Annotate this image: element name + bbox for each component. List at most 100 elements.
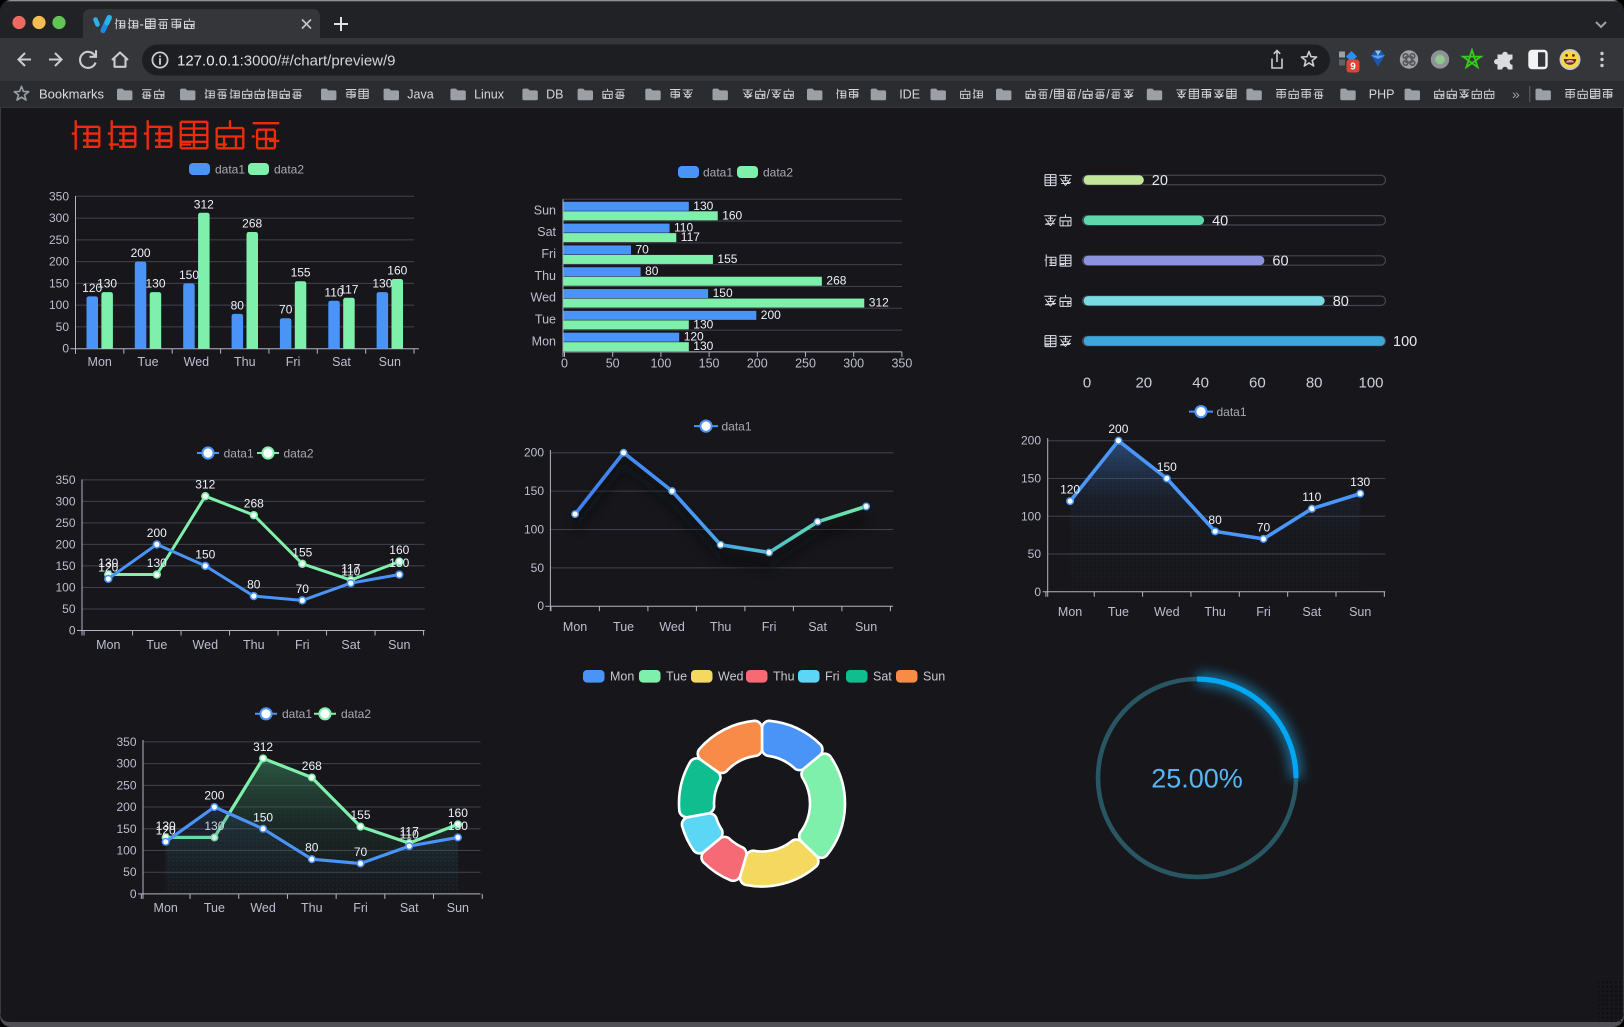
svg-text:Fri: Fri: [1256, 605, 1271, 619]
svg-text:Thu: Thu: [243, 638, 265, 652]
svg-text:70: 70: [279, 303, 293, 317]
svg-text:Fri: Fri: [541, 247, 556, 261]
svg-text:155: 155: [291, 266, 311, 280]
svg-text:100: 100: [1358, 375, 1383, 392]
svg-text:/: /: [1106, 87, 1110, 101]
svg-text:Linux: Linux: [474, 87, 505, 101]
svg-text:150: 150: [116, 822, 136, 836]
svg-text:Thu: Thu: [301, 901, 323, 915]
svg-text:200: 200: [131, 246, 151, 260]
svg-text:250: 250: [795, 357, 816, 371]
svg-text:70: 70: [636, 242, 650, 256]
svg-text:data1: data1: [215, 162, 245, 176]
svg-text:80: 80: [231, 298, 245, 312]
svg-text:Sat: Sat: [400, 901, 419, 915]
svg-text:200: 200: [1108, 422, 1128, 436]
svg-text:0: 0: [1034, 585, 1041, 599]
svg-text:Bookmarks: Bookmarks: [39, 87, 105, 102]
svg-text:350: 350: [116, 735, 136, 749]
svg-text:Sat: Sat: [873, 670, 892, 684]
svg-text:0: 0: [561, 357, 568, 371]
svg-text:Tue: Tue: [613, 620, 634, 634]
svg-text::3000/#/chart/preview/9: :3000/#/chart/preview/9: [240, 52, 396, 69]
svg-text:200: 200: [761, 308, 781, 322]
svg-text:0: 0: [62, 342, 69, 356]
svg-text:80: 80: [247, 578, 261, 592]
svg-text:268: 268: [244, 497, 264, 511]
svg-text:Wed: Wed: [193, 638, 219, 652]
svg-text:100: 100: [1393, 334, 1417, 350]
svg-text:Mon: Mon: [563, 620, 587, 634]
svg-text:Sat: Sat: [341, 638, 360, 652]
svg-text:0: 0: [130, 887, 137, 901]
svg-text:120: 120: [1060, 483, 1080, 497]
svg-text:data2: data2: [763, 165, 793, 179]
svg-text:268: 268: [826, 274, 846, 288]
svg-text:70: 70: [354, 845, 368, 859]
svg-text:Tue: Tue: [146, 638, 167, 652]
svg-text:9: 9: [1350, 61, 1356, 72]
svg-text:Tue: Tue: [666, 670, 687, 684]
svg-text:250: 250: [116, 778, 136, 792]
svg-text:DB: DB: [546, 87, 563, 101]
svg-text:110: 110: [324, 285, 343, 299]
svg-text:0: 0: [69, 624, 76, 638]
svg-text:Wed: Wed: [184, 355, 210, 369]
svg-text:data1: data1: [703, 165, 733, 179]
svg-text:120: 120: [684, 330, 704, 344]
svg-text:100: 100: [524, 523, 544, 537]
svg-text:130: 130: [693, 317, 713, 331]
svg-text:117: 117: [341, 562, 360, 576]
svg-text:268: 268: [302, 759, 322, 773]
svg-text:200: 200: [204, 789, 224, 803]
svg-text:150: 150: [1021, 472, 1041, 486]
svg-text:130: 130: [156, 819, 176, 833]
svg-text:Fri: Fri: [295, 638, 310, 652]
svg-text:data2: data2: [341, 707, 371, 721]
svg-text:70: 70: [296, 582, 310, 596]
svg-text:50: 50: [606, 357, 620, 371]
svg-text:PHP: PHP: [1369, 87, 1395, 101]
svg-text:60: 60: [1249, 375, 1266, 392]
svg-text:»: »: [1512, 86, 1520, 102]
svg-text:150: 150: [713, 286, 733, 300]
svg-text:Sun: Sun: [379, 355, 401, 369]
svg-text:Wed: Wed: [250, 901, 276, 915]
svg-text:127.0.0.1: 127.0.0.1: [177, 52, 240, 69]
svg-text:150: 150: [699, 357, 720, 371]
svg-text:80: 80: [305, 841, 319, 855]
svg-text:160: 160: [387, 264, 407, 278]
svg-text:160: 160: [448, 806, 468, 820]
svg-text:20: 20: [1135, 375, 1152, 392]
svg-text:data1: data1: [1217, 405, 1247, 419]
svg-text:Thu: Thu: [234, 355, 256, 369]
svg-text:Thu: Thu: [1204, 605, 1226, 619]
svg-text:Sun: Sun: [1349, 605, 1371, 619]
svg-text:200: 200: [55, 537, 75, 551]
svg-text:150: 150: [524, 484, 544, 498]
svg-text:100: 100: [1021, 509, 1041, 523]
svg-text:/: /: [767, 87, 771, 101]
svg-text:Tue: Tue: [204, 901, 225, 915]
svg-text:50: 50: [1028, 547, 1042, 561]
svg-text:155: 155: [350, 808, 370, 822]
svg-text:Fri: Fri: [762, 620, 777, 634]
svg-text:80: 80: [1208, 513, 1222, 527]
svg-text:268: 268: [242, 217, 262, 231]
svg-text:Sat: Sat: [332, 355, 351, 369]
svg-text:80: 80: [645, 264, 659, 278]
svg-text:Tue: Tue: [535, 313, 556, 327]
svg-text:150: 150: [1157, 460, 1177, 474]
svg-text:0: 0: [1083, 375, 1091, 392]
svg-text:200: 200: [747, 357, 768, 371]
svg-text:160: 160: [389, 543, 409, 557]
svg-text:300: 300: [49, 211, 69, 225]
svg-text:Mon: Mon: [1058, 605, 1082, 619]
svg-text:130: 130: [448, 819, 468, 833]
svg-text:312: 312: [195, 478, 215, 492]
svg-text:130: 130: [372, 277, 392, 291]
svg-text:Mon: Mon: [154, 901, 178, 915]
svg-text:150: 150: [253, 810, 273, 824]
svg-text:110: 110: [674, 221, 693, 235]
svg-text:130: 130: [389, 556, 409, 570]
